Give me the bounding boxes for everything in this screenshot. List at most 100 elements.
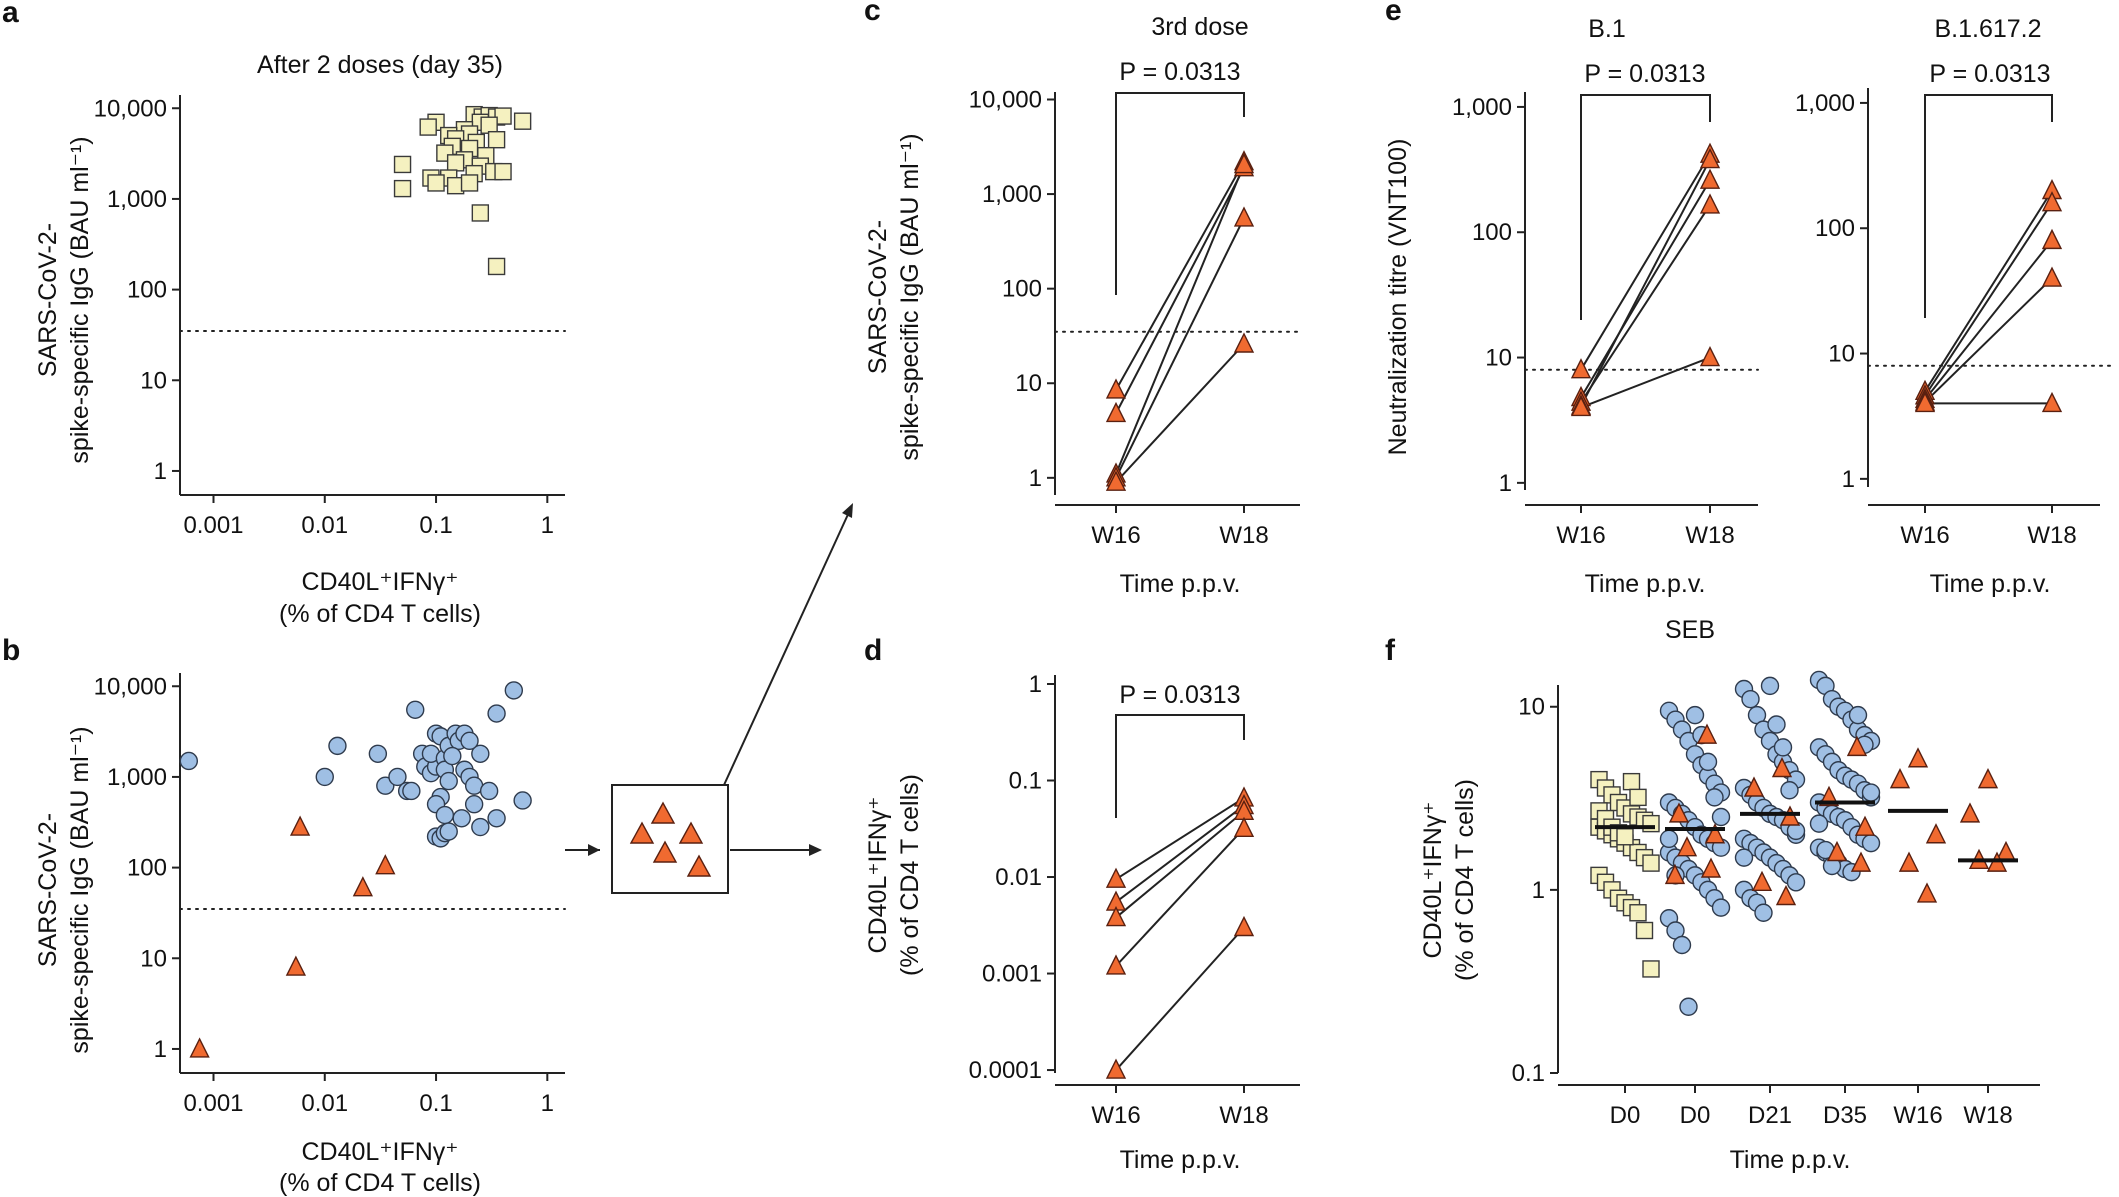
data-point-triangle [1233, 153, 1255, 174]
arrow-to-panel-d-head [809, 844, 822, 856]
data-point-triangle [1105, 470, 1127, 491]
data-point-circle [504, 681, 524, 700]
panel-e2-xlabel: Time p.p.v. [1930, 570, 2051, 598]
panel-c-title: 3rd dose [1151, 13, 1248, 41]
data-point-circle [443, 746, 462, 766]
paired-line [1580, 153, 1711, 371]
panel-d: P = 0.0313 0.0001 0.001 0.01 0.1 1 W16 W18 CD… [864, 671, 1300, 1174]
data-point-triangle [1850, 851, 1872, 872]
panel-c-y-ticks: 1 10 100 1,000 10,000 [969, 86, 1055, 492]
data-point-triangle [1105, 378, 1127, 399]
data-point-square [494, 107, 512, 125]
inset-triangle [629, 821, 655, 844]
data-point-triangle [1699, 345, 1721, 367]
panel-a-x-ticks: 0.001 0.01 0.1 1 [183, 495, 554, 539]
panel-d-xlabel: Time p.p.v. [1120, 1146, 1241, 1174]
y-tick-label: 0.01 [995, 864, 1042, 891]
data-point-triangle [1775, 884, 1797, 906]
y-tick-label: 10 [1518, 694, 1545, 721]
y-tick-label: 1,000 [982, 181, 1042, 208]
panel-f-xlabel: Time p.p.v. [1730, 1146, 1851, 1174]
y-tick-label: 10 [1015, 370, 1042, 397]
data-point-circle [1734, 848, 1754, 867]
data-point-square [480, 116, 498, 134]
data-point-circle [435, 805, 455, 825]
data-point-circle [439, 771, 458, 791]
y-tick-label: 0.1 [1009, 768, 1042, 795]
panel-e1-points [1570, 142, 1721, 417]
data-point-triangle [1105, 1058, 1127, 1079]
panel-c-y-label: SARS-CoV-2- spike-specific IgG (BAU ml⁻¹… [864, 133, 924, 460]
data-point-square [1642, 814, 1660, 833]
data-point-triangle [1779, 805, 1801, 826]
inset-triangle [652, 840, 678, 863]
y-tick-label: 0.0001 [969, 1057, 1042, 1084]
panel-d-ylabel-line2: (% of CD4 T cells) [896, 774, 924, 976]
panel-label-a: a [2, 0, 19, 29]
data-point-triangle [1233, 816, 1255, 837]
data-point-triangle [1699, 148, 1721, 169]
data-point-triangle [375, 854, 396, 875]
paired-line [1115, 343, 1245, 483]
data-point-triangle [1977, 768, 1999, 789]
y-tick-label: 0.001 [982, 961, 1042, 988]
data-point-circle [328, 736, 347, 756]
paired-line [1580, 356, 1711, 409]
data-point-circle [1786, 873, 1806, 892]
data-point-circle [464, 795, 484, 814]
panel-b-xlabel-line2: (% of CD4 T cells) [279, 1169, 481, 1197]
panel-e2-pvalue: P = 0.0313 [1929, 60, 2050, 88]
data-point-circle [513, 791, 532, 810]
data-point-square [1629, 788, 1647, 807]
panel-b-points [179, 681, 532, 1058]
panel-b-xlabel-line1: CD40L⁺IFNγ⁺ [302, 1138, 459, 1166]
data-point-triangle [1898, 851, 1920, 872]
x-tick-label: D0 [1680, 1102, 1711, 1129]
data-point-triangle [1826, 840, 1848, 862]
data-point-square [1616, 828, 1634, 846]
data-point-square [494, 162, 512, 181]
data-point-triangle [289, 815, 311, 836]
x-tick-label: W16 [1900, 522, 1949, 549]
paired-line [1580, 159, 1711, 407]
x-tick-label: D0 [1610, 1102, 1641, 1129]
panel-c-x-ticks: W16 W18 [1091, 505, 1269, 549]
panel-f-ylabel-line1: CD40L⁺IFNγ⁺ [1419, 802, 1447, 959]
data-point-triangle [1771, 756, 1793, 778]
x-tick-label: 1 [541, 512, 554, 539]
data-point-circle [1767, 715, 1786, 734]
data-point-circle [1711, 898, 1731, 917]
panel-d-y-label: CD40L⁺IFNγ⁺ (% of CD4 T cells) [864, 774, 924, 976]
panel-b-ylabel-line1: SARS-CoV-2- [34, 813, 62, 967]
x-tick-label: 0.001 [183, 1090, 243, 1117]
x-tick-label: 0.01 [301, 512, 348, 539]
panel-f: SEB 0.1 1 10 D0 D0 D21 D35 W16 W18 CD40L⁺IFNγ⁺ … [1419, 616, 2040, 1174]
panel-c-xlabel: Time p.p.v. [1120, 570, 1241, 598]
paired-line [1115, 810, 1245, 919]
data-point-triangle [1105, 906, 1127, 927]
panel-a-y-ticks: 1 10 100 1,000 10,000 [94, 95, 180, 485]
y-tick-label: 1 [1842, 466, 1855, 493]
data-point-circle [1705, 788, 1724, 807]
data-point-triangle [1664, 863, 1686, 885]
panel-d-y-ticks: 0.0001 0.001 0.01 0.1 1 [969, 671, 1055, 1084]
data-point-circle [315, 767, 334, 787]
data-point-triangle [1105, 401, 1127, 423]
panel-a: After 2 doses (day 35) 1 10 100 1,000 10,000… [34, 51, 566, 628]
data-point-triangle [1699, 168, 1721, 189]
data-point-square [1629, 904, 1647, 922]
x-tick-label: W16 [1893, 1102, 1942, 1129]
paired-line [1115, 217, 1245, 479]
x-tick-label: W18 [1219, 1102, 1268, 1129]
panel-c-significance-bracket [1115, 92, 1245, 295]
data-point-circle [402, 781, 421, 801]
x-tick-label: W16 [1091, 522, 1140, 549]
data-point-triangle [2041, 228, 2063, 250]
panel-f-points [1590, 670, 2017, 1016]
panel-a-title: After 2 doses (day 35) [257, 51, 503, 79]
panel-a-ylabel-line1: SARS-CoV-2- [34, 223, 62, 377]
data-point-circle [452, 809, 471, 828]
panel-f-medians [1595, 800, 2018, 863]
x-tick-label: W16 [1556, 522, 1605, 549]
panel-e1: B.1 P = 0.0313 1 10 100 1,000 W16 W18 Neutra… [1384, 15, 1759, 598]
